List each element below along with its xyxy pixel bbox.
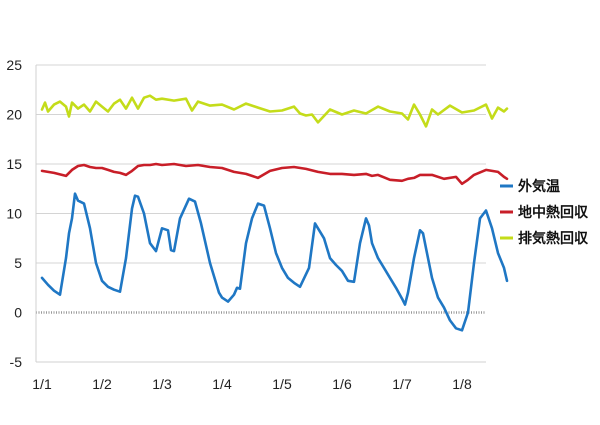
series-line-1: [40, 162, 509, 186]
x-tick-label: 1/1: [32, 376, 52, 392]
x-tick-label: 1/5: [272, 376, 292, 392]
y-axis-tick-labels: 25 20 15 10 5 0 -5: [6, 57, 22, 370]
series-line-2: [40, 94, 509, 128]
legend-label-1: 地中熱回収: [518, 204, 589, 221]
x-tick-label: 1/4: [212, 376, 232, 392]
x-tick-label: 1/2: [92, 376, 112, 392]
x-tick-label: 1/3: [152, 376, 172, 392]
x-tick-label: 1/8: [452, 376, 472, 392]
legend-label-0: 外気温: [518, 178, 560, 195]
x-tick-label: 1/6: [332, 376, 352, 392]
axes: [35, 65, 486, 363]
y-tick-label: 0: [14, 305, 22, 321]
y-tick-label: 10: [6, 206, 22, 222]
x-axis-tick-labels: 1/1 1/2 1/3 1/4 1/5 1/6 1/7 1/8: [32, 376, 472, 392]
y-tick-label: 5: [14, 255, 22, 271]
legend-label-2: 排気熱回収: [518, 230, 589, 247]
y-tick-label: -5: [10, 354, 23, 370]
y-tick-label: 15: [6, 156, 22, 172]
y-tick-label: 25: [6, 57, 22, 73]
series-line-0: [40, 192, 509, 332]
x-tick-label: 1/7: [392, 376, 412, 392]
y-tick-label: 20: [6, 107, 22, 123]
series-lines: [40, 94, 509, 332]
